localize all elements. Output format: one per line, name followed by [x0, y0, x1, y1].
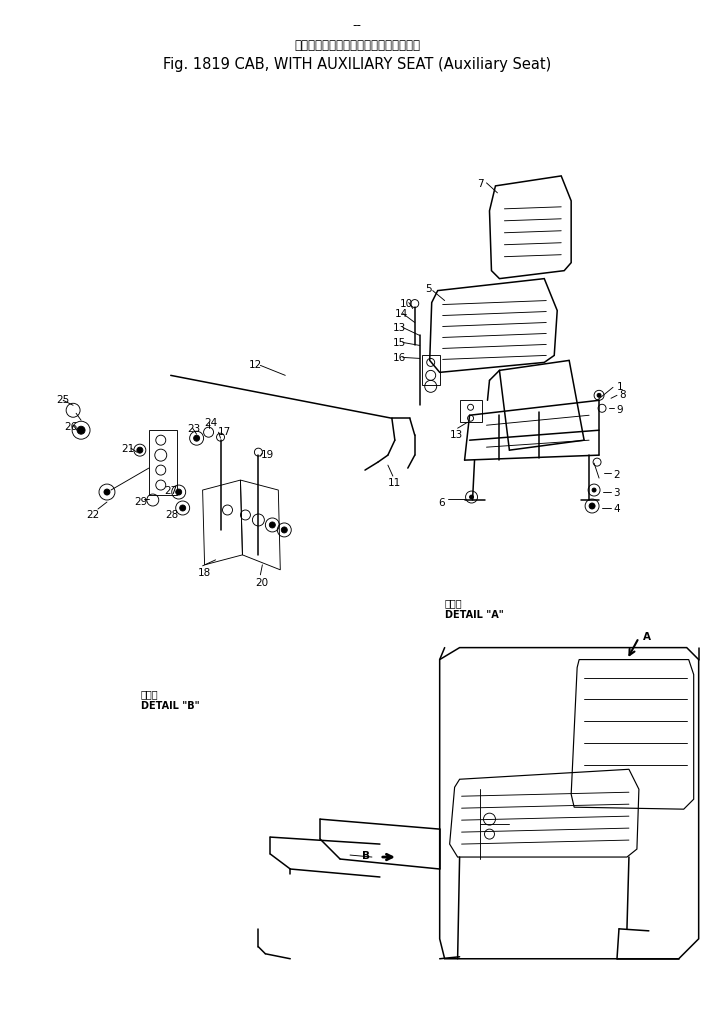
Text: 8: 8 — [619, 391, 626, 400]
Text: 10: 10 — [400, 298, 413, 309]
Text: 5: 5 — [425, 283, 431, 293]
Text: 13: 13 — [450, 430, 463, 441]
Text: 16: 16 — [393, 353, 406, 363]
Circle shape — [270, 522, 275, 528]
Circle shape — [589, 503, 595, 509]
Text: 19: 19 — [260, 451, 274, 460]
Circle shape — [77, 426, 85, 434]
Text: DETAIL "B": DETAIL "B" — [141, 701, 199, 712]
Text: 詳　細: 詳 細 — [445, 598, 463, 608]
Text: A: A — [643, 631, 651, 641]
Text: 28: 28 — [166, 510, 179, 520]
Text: 18: 18 — [197, 567, 211, 578]
Text: DETAIL "A": DETAIL "A" — [445, 610, 503, 620]
Text: 7: 7 — [478, 179, 484, 189]
Text: 20: 20 — [255, 578, 269, 588]
Text: 14: 14 — [395, 309, 408, 319]
Text: 12: 12 — [248, 360, 262, 370]
Text: 25: 25 — [56, 395, 69, 405]
Circle shape — [592, 488, 596, 492]
Text: 11: 11 — [388, 478, 401, 488]
Text: 23: 23 — [187, 424, 201, 434]
Text: 17: 17 — [217, 427, 231, 437]
Bar — [422, 355, 440, 386]
Text: 27: 27 — [164, 486, 177, 496]
Circle shape — [179, 505, 186, 511]
Text: Fig. 1819 CAB, WITH AUXILIARY SEAT (Auxiliary Seat): Fig. 1819 CAB, WITH AUXILIARY SEAT (Auxi… — [163, 57, 551, 72]
Text: 4: 4 — [613, 504, 620, 514]
Circle shape — [194, 435, 199, 442]
Text: 21: 21 — [121, 445, 134, 454]
Circle shape — [137, 448, 143, 453]
Text: B: B — [362, 851, 370, 861]
Text: 9: 9 — [616, 405, 623, 415]
Circle shape — [104, 489, 110, 495]
Text: キャブ、補　助　席　付（補　助　席）: キャブ、補 助 席 付（補 助 席） — [294, 40, 420, 53]
Text: 3: 3 — [613, 488, 620, 498]
Circle shape — [176, 489, 182, 495]
Text: 29: 29 — [134, 497, 147, 508]
Circle shape — [470, 495, 473, 499]
Text: 15: 15 — [393, 338, 406, 348]
Text: 24: 24 — [204, 418, 218, 428]
Bar — [460, 400, 481, 422]
Text: 詳　細: 詳 細 — [141, 689, 159, 699]
Text: 22: 22 — [86, 510, 99, 520]
Circle shape — [597, 394, 601, 397]
Text: 6: 6 — [438, 498, 445, 509]
Text: 13: 13 — [393, 323, 406, 333]
Circle shape — [281, 527, 287, 533]
Bar — [149, 430, 177, 495]
Text: 26: 26 — [64, 422, 77, 432]
Text: 2: 2 — [613, 470, 620, 480]
Text: --: -- — [352, 19, 362, 32]
Text: 1: 1 — [617, 383, 623, 393]
